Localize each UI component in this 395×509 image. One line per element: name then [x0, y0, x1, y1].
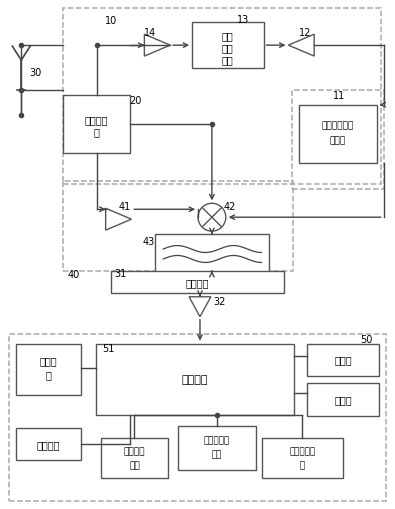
Bar [9, 334, 386, 501]
Text: 面: 面 [300, 461, 305, 469]
Bar [16, 344, 81, 395]
Text: 介面: 介面 [129, 461, 140, 469]
Bar [155, 235, 269, 274]
Text: 30: 30 [29, 68, 41, 78]
Bar [16, 428, 81, 460]
Bar [192, 23, 263, 69]
Text: 数位通信: 数位通信 [124, 446, 145, 456]
Bar [299, 105, 377, 163]
Text: 41: 41 [118, 202, 131, 212]
Polygon shape [288, 35, 314, 57]
Bar [63, 96, 130, 153]
Text: 衰减: 衰减 [222, 43, 234, 53]
Text: 数位介面: 数位介面 [186, 277, 209, 287]
Text: 显示器: 显示器 [334, 355, 352, 365]
Text: 类比通信介: 类比通信介 [289, 446, 315, 456]
Bar [101, 438, 168, 478]
Bar [307, 384, 379, 416]
Text: 10: 10 [105, 16, 117, 26]
Bar [261, 438, 343, 478]
Text: 13: 13 [237, 15, 249, 25]
Bar [292, 91, 384, 190]
Text: 20: 20 [129, 96, 142, 106]
Text: 合成器: 合成器 [330, 136, 346, 145]
Text: 存储器: 存储器 [334, 394, 352, 405]
Bar [96, 344, 294, 415]
Polygon shape [189, 297, 211, 317]
Text: 减器: 减器 [222, 55, 234, 65]
Text: 51: 51 [102, 344, 115, 354]
Text: 数位类比转: 数位类比转 [204, 436, 230, 444]
Text: 系统时序: 系统时序 [36, 439, 60, 449]
Text: 可调: 可调 [222, 31, 234, 41]
Text: 12: 12 [299, 28, 311, 38]
Text: 40: 40 [68, 269, 80, 279]
Text: 11: 11 [333, 91, 345, 101]
Bar [178, 426, 256, 470]
Text: 电源单: 电源单 [39, 356, 57, 365]
Text: 锁相回路频率: 锁相回路频率 [322, 121, 354, 130]
Text: 50: 50 [361, 334, 373, 344]
Text: 42: 42 [224, 202, 236, 212]
Text: 器: 器 [94, 127, 100, 137]
Text: 微处理器: 微处理器 [182, 375, 208, 385]
Text: 换器: 换器 [212, 449, 222, 459]
Polygon shape [105, 209, 132, 231]
Text: 元: 元 [45, 370, 51, 380]
Text: 14: 14 [144, 28, 156, 38]
Text: 功率分配: 功率分配 [85, 115, 109, 125]
Text: 31: 31 [115, 268, 127, 278]
Bar [307, 344, 379, 377]
Polygon shape [145, 35, 170, 57]
Bar [63, 182, 293, 271]
Circle shape [198, 204, 226, 232]
Bar [63, 9, 381, 185]
Bar [111, 271, 284, 293]
Text: 32: 32 [214, 296, 226, 306]
Text: 43: 43 [142, 237, 154, 246]
